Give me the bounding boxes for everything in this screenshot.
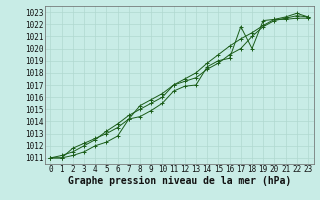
X-axis label: Graphe pression niveau de la mer (hPa): Graphe pression niveau de la mer (hPa) (68, 176, 291, 186)
